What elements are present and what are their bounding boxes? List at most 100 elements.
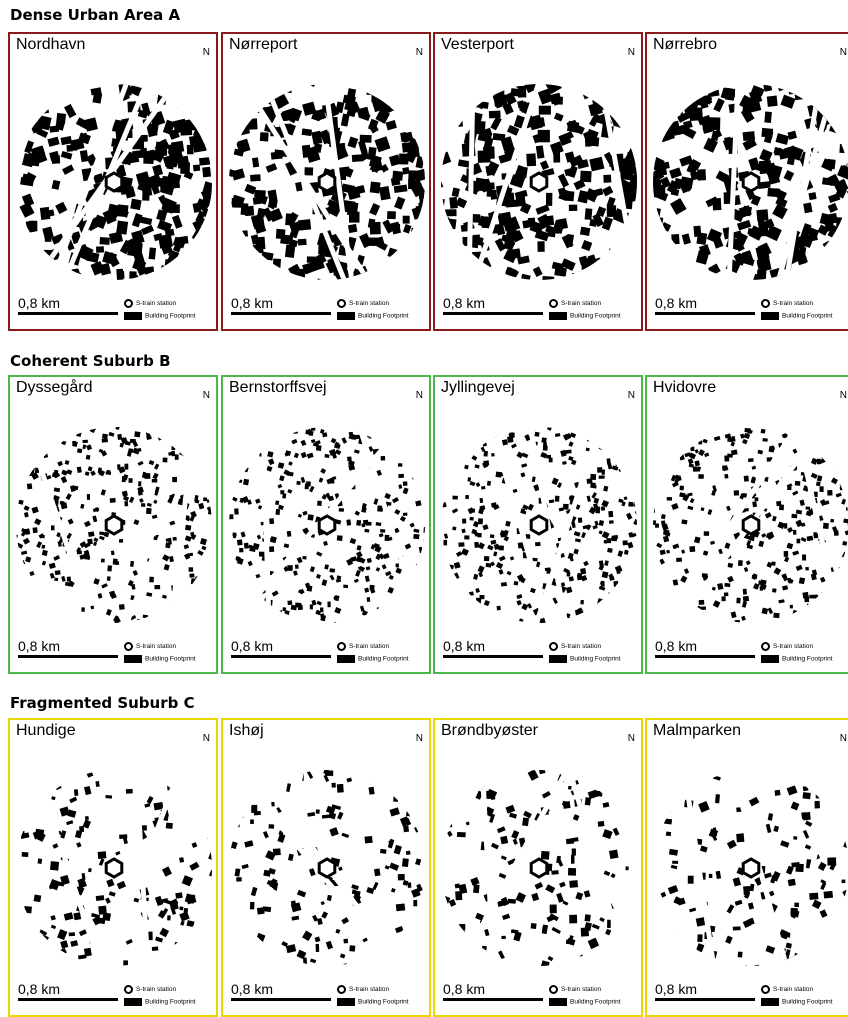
building-footprint xyxy=(341,833,349,838)
building-footprint xyxy=(828,203,838,213)
building-footprint xyxy=(491,617,497,622)
station-name: Nørreport xyxy=(229,36,297,54)
building-footprint xyxy=(471,82,478,93)
building-footprint xyxy=(538,130,550,142)
building-footprint xyxy=(636,218,639,233)
building-footprint xyxy=(364,588,369,593)
building-footprint xyxy=(780,425,786,428)
building-footprint xyxy=(74,789,78,796)
building-footprint xyxy=(386,120,397,130)
building-footprint xyxy=(447,831,453,837)
building-footprint xyxy=(403,513,408,516)
building-footprint xyxy=(698,474,704,479)
building-footprint xyxy=(570,431,577,437)
building-footprint xyxy=(571,855,575,864)
building-footprint xyxy=(743,965,748,968)
building-footprint xyxy=(116,221,128,235)
legend-station: S-train station xyxy=(337,985,389,994)
building-footprint xyxy=(133,519,139,525)
building-footprint xyxy=(834,800,843,808)
building-footprint xyxy=(842,880,846,884)
building-footprint xyxy=(348,137,359,149)
building-footprint xyxy=(676,91,683,98)
building-footprint xyxy=(626,571,632,578)
building-footprint xyxy=(66,820,73,825)
building-footprint xyxy=(245,118,257,130)
legend-station: S-train station xyxy=(761,985,813,994)
building-footprint xyxy=(842,888,848,896)
building-footprint xyxy=(37,436,42,441)
building-footprint xyxy=(653,217,664,226)
building-footprint xyxy=(144,803,150,808)
building-footprint xyxy=(377,82,391,94)
building-footprint xyxy=(593,498,599,504)
building-footprint xyxy=(53,606,60,613)
building-footprint xyxy=(777,522,785,529)
north-arrow-icon: N xyxy=(416,391,423,401)
building-footprint xyxy=(687,506,693,510)
building-footprint xyxy=(482,425,488,426)
building-footprint xyxy=(291,439,297,444)
building-footprint xyxy=(291,916,299,921)
building-footprint xyxy=(140,217,152,225)
building-footprint xyxy=(587,478,593,483)
building-footprint xyxy=(509,813,517,819)
building-footprint xyxy=(393,596,399,602)
building-footprint xyxy=(523,811,532,819)
building-footprint xyxy=(389,575,394,580)
building-footprint xyxy=(201,546,206,551)
building-footprint xyxy=(664,127,676,136)
building-footprint xyxy=(250,819,254,824)
building-footprint xyxy=(378,90,387,99)
building-footprint xyxy=(41,776,48,781)
building-footprint xyxy=(199,432,203,438)
building-footprint xyxy=(809,606,816,612)
building-footprint xyxy=(209,870,214,879)
building-footprint xyxy=(487,545,493,551)
building-footprint xyxy=(130,199,141,210)
building-footprint xyxy=(14,235,28,249)
building-footprint xyxy=(128,478,132,483)
building-footprint xyxy=(380,529,385,533)
building-footprint xyxy=(273,848,281,855)
building-footprint xyxy=(29,221,38,232)
building-footprint xyxy=(381,456,386,460)
building-footprint xyxy=(141,225,154,235)
building-footprint xyxy=(418,124,427,137)
building-footprint xyxy=(491,843,499,850)
building-footprint xyxy=(816,604,820,609)
building-footprint xyxy=(839,144,848,153)
building-footprint xyxy=(396,903,405,911)
building-footprint xyxy=(651,215,655,233)
building-footprint xyxy=(439,180,443,190)
building-footprint xyxy=(493,87,504,99)
building-footprint xyxy=(692,276,703,282)
legend-footprint-label: Building Footprint xyxy=(570,656,621,663)
building-footprint xyxy=(141,503,146,507)
building-footprint xyxy=(620,923,627,931)
building-footprint xyxy=(562,461,567,465)
building-footprint xyxy=(774,148,781,156)
building-footprint xyxy=(591,492,597,499)
building-footprint xyxy=(249,545,256,552)
building-footprint xyxy=(45,231,52,242)
building-footprint xyxy=(490,116,502,130)
building-footprint xyxy=(602,829,612,839)
building-footprint xyxy=(424,586,427,590)
building-footprint xyxy=(441,485,447,490)
building-footprint xyxy=(53,555,60,561)
building-footprint xyxy=(610,595,615,601)
building-footprint xyxy=(609,520,614,524)
building-footprint xyxy=(486,610,491,614)
legend-station-label: S-train station xyxy=(773,986,813,993)
building-footprint xyxy=(310,604,313,609)
building-footprint xyxy=(165,259,172,266)
building-footprint xyxy=(439,120,453,135)
building-footprint xyxy=(398,463,402,466)
building-footprint xyxy=(203,498,207,502)
building-footprint xyxy=(425,162,427,170)
building-footprint xyxy=(329,568,335,572)
building-footprint xyxy=(393,795,398,802)
building-footprint xyxy=(255,499,260,504)
building-footprint xyxy=(422,225,427,235)
